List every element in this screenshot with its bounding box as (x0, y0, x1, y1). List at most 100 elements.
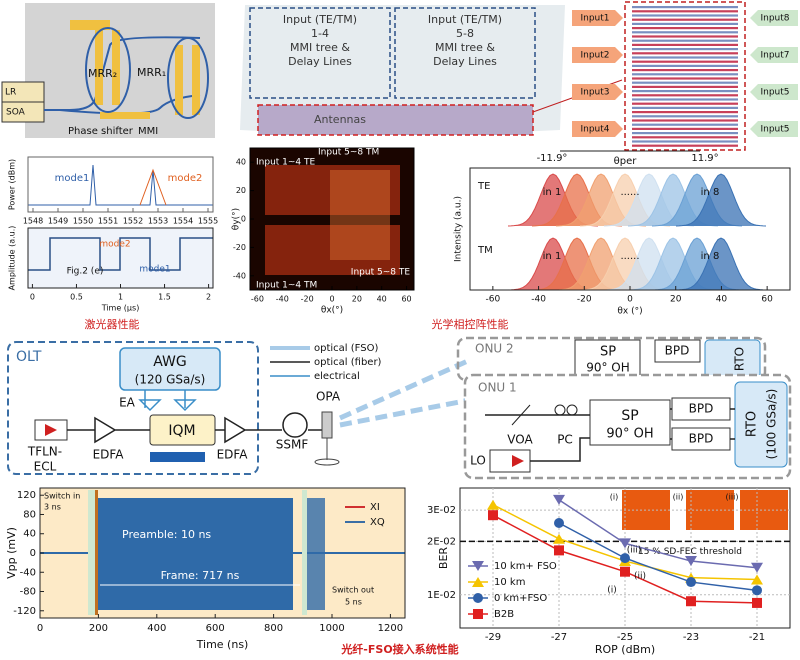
label: Input3 (580, 88, 609, 98)
rf-link (138, 390, 197, 412)
label: BPD (665, 344, 690, 358)
stripe (632, 77, 738, 80)
stripe (632, 6, 738, 9)
series-line (558, 499, 758, 569)
label: (i) (607, 586, 617, 596)
x-tick-label: -20 (577, 295, 592, 305)
input-arrow (572, 121, 623, 137)
stripe (632, 64, 738, 67)
farfield-lobe (330, 170, 390, 260)
label: Switch in (44, 492, 80, 501)
label: Input5 (760, 88, 789, 98)
y-tick-label: -120 (13, 606, 36, 617)
label: Input 5~8 TE (351, 268, 411, 278)
block-box (394, 7, 536, 99)
series-line (558, 522, 758, 592)
spectrum-trace (139, 168, 167, 206)
label: Delay Lines (433, 55, 497, 68)
label: Switch out (332, 586, 374, 595)
x-tick-label: -40 (531, 295, 546, 305)
farfield-lobe (265, 225, 400, 275)
label: ONU 2 (475, 342, 514, 356)
label: in 8 (701, 187, 720, 198)
voa-icon (511, 404, 531, 426)
stripe (632, 106, 738, 109)
stripe (632, 56, 738, 59)
label: Input8 (760, 14, 789, 24)
stripe (632, 127, 738, 130)
x-tick-label: -25 (617, 632, 633, 643)
stripe (632, 43, 738, 46)
gaussian (675, 237, 767, 291)
x-tick-label: 1200 (378, 623, 403, 634)
stripe (632, 39, 738, 42)
x-tick-label: -21 (749, 632, 765, 643)
stripe (632, 69, 738, 72)
y-tick-label: 40 (23, 529, 36, 540)
marker (751, 574, 763, 585)
label: 1-4 (311, 27, 329, 40)
stripe (632, 98, 738, 101)
label: mode2 (168, 173, 203, 184)
marker (686, 577, 696, 588)
x-tick-label: 1548 (23, 217, 43, 226)
fiber-spool (282, 412, 308, 438)
marker (620, 566, 630, 577)
laser-icon (512, 455, 524, 467)
stripe (632, 18, 738, 21)
rto-box (734, 381, 788, 468)
stripe (632, 132, 738, 135)
label: θper (614, 156, 638, 167)
label: RTO (745, 411, 760, 437)
label: 11.9° (691, 153, 718, 164)
block-box (249, 7, 391, 99)
heaters (95, 30, 200, 119)
label: 5 ns (345, 598, 362, 607)
y-tick-label: 40 (236, 158, 246, 167)
label: EDFA (93, 448, 125, 462)
stripe (632, 81, 738, 84)
stripe (632, 140, 738, 143)
label: PC (557, 433, 573, 447)
x-tick-label: 800 (264, 623, 283, 634)
input-arrow (750, 10, 798, 26)
y-axis-label: Amplitude (a.u.) (8, 226, 17, 291)
label: (i) (610, 493, 618, 502)
plot-frame (27, 156, 214, 213)
x-tick-label: 0 (37, 623, 43, 634)
stripe (632, 123, 738, 126)
label: BPD (689, 432, 714, 446)
stripe (632, 119, 738, 122)
x-axis-label: Time (ns) (196, 638, 249, 651)
x-tick-label: 600 (206, 623, 225, 634)
stripe (632, 52, 738, 55)
x-tick-label: 1 (118, 293, 123, 302)
label: TFLN- (27, 445, 62, 459)
preamble-region (95, 490, 98, 615)
bpd-box (654, 339, 701, 363)
sp-box (589, 399, 671, 446)
input-arrow (572, 10, 623, 26)
stripe (632, 60, 738, 63)
gaussians (507, 173, 767, 291)
grating (632, 6, 738, 147)
label: -11.9° (537, 153, 568, 164)
y-tick-label: 1E-02 (427, 590, 456, 601)
label: ONU 1 (478, 381, 517, 395)
label: SP (621, 408, 638, 424)
label: RTO (733, 347, 747, 371)
opa-device (321, 411, 333, 439)
y-tick-label: -20 (233, 243, 246, 252)
label: in 8 (701, 251, 720, 262)
antenna-box (257, 104, 534, 136)
label: Preamble: 10 ns (122, 528, 211, 541)
electrode (150, 452, 205, 462)
stripe (632, 136, 738, 139)
stand-base (314, 458, 340, 466)
stripe (632, 111, 738, 114)
x-tick-label: 60 (401, 295, 411, 304)
y-tick-label: 2E-02 (427, 536, 456, 547)
y-tick-label: 0 (241, 215, 246, 224)
y-axis-label: Intensity (a.u.) (454, 196, 464, 262)
